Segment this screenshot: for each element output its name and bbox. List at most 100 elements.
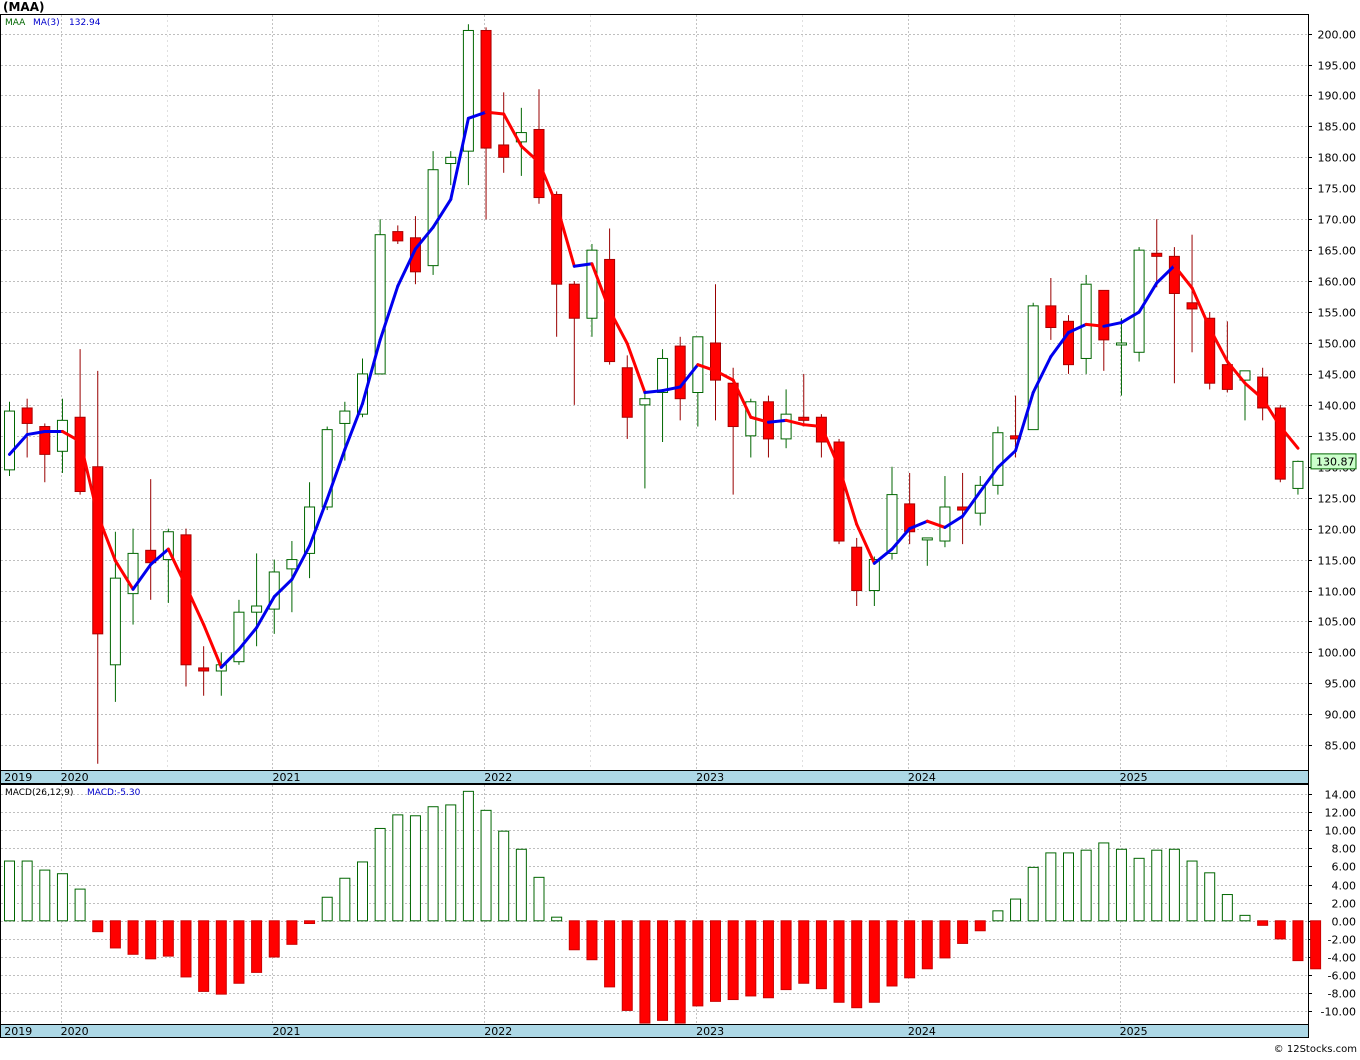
macd-bar-positive — [551, 916, 563, 922]
price-tick-label: 200.00 — [1318, 29, 1357, 42]
ma3-segment — [8, 433, 29, 456]
ma3-segment — [308, 497, 329, 548]
price-tick-label: 120.00 — [1318, 524, 1357, 537]
candle-body-down — [39, 426, 51, 455]
candle — [551, 191, 563, 337]
candle-body-up — [445, 156, 457, 165]
price-tick-label: 140.00 — [1318, 400, 1357, 413]
candle — [1115, 318, 1127, 396]
macd-bar-positive — [339, 877, 351, 922]
candle-body-down — [1221, 364, 1233, 390]
candle-body-up — [921, 537, 933, 541]
price-grid — [1, 15, 1308, 770]
candle-body-down — [1063, 320, 1074, 366]
ma3-segment — [943, 514, 965, 529]
price-tick-label: 180.00 — [1318, 152, 1357, 165]
candle — [1168, 247, 1180, 384]
ma3-segment — [1084, 322, 1106, 328]
ma3-segment — [625, 342, 647, 394]
candle — [621, 355, 633, 439]
candle-body-down — [409, 237, 421, 273]
macd-bar-negative — [1292, 920, 1304, 962]
ma3-segment — [925, 519, 947, 529]
candle — [445, 151, 457, 186]
candle — [92, 370, 104, 764]
macd-bar-positive — [445, 804, 457, 922]
macd-bar-positive — [427, 806, 439, 922]
candle — [1045, 278, 1057, 340]
year-label: 2020 — [61, 1025, 89, 1038]
legend-ma-label: MA(3) — [33, 18, 60, 28]
year-label: 2021 — [272, 771, 300, 784]
candle — [74, 349, 86, 495]
candle — [1027, 302, 1039, 431]
ma3-segment — [855, 522, 876, 565]
macd-bar-negative — [286, 920, 298, 945]
macd-bar-negative — [780, 920, 792, 991]
candle — [1063, 315, 1074, 374]
year-label: 2023 — [696, 771, 724, 784]
candle-body-down — [551, 193, 563, 285]
macd-bar-negative — [815, 920, 827, 990]
macd-bar-positive — [462, 790, 474, 922]
candle-body-up — [357, 373, 368, 415]
candle — [1274, 404, 1286, 483]
macd-bar-positive — [533, 876, 545, 922]
macd-bar-negative — [692, 920, 704, 1007]
macd-bar-negative — [851, 920, 863, 1009]
candle-body-down — [1151, 252, 1163, 257]
candle — [904, 472, 916, 545]
macd-histogram — [4, 790, 1322, 1024]
candle — [886, 466, 898, 560]
price-tick-label: 145.00 — [1318, 369, 1357, 382]
macd-bar-positive — [1063, 852, 1074, 922]
candle — [480, 27, 492, 220]
candle — [374, 219, 386, 375]
candle-body-up — [780, 413, 792, 440]
macd-tick-label: 8.00 — [1332, 843, 1357, 856]
ma3-segment — [60, 429, 82, 443]
candle — [1098, 289, 1110, 371]
ma3-line — [8, 110, 1300, 669]
candle-body-up — [639, 398, 651, 406]
macd-bar-positive — [1204, 872, 1216, 922]
macd-tick-label: 2.00 — [1332, 898, 1357, 911]
macd-bar-positive — [1186, 860, 1198, 922]
macd-bar-positive — [515, 848, 527, 922]
candle-body-up — [127, 552, 139, 595]
candle-body-down — [74, 416, 86, 493]
ma3-segment — [1031, 355, 1053, 394]
candle-body-up — [1080, 283, 1092, 359]
ma3-segment — [149, 547, 170, 567]
price-tick-label: 185.00 — [1318, 121, 1357, 134]
price-tick-label: 175.00 — [1318, 183, 1357, 196]
candle — [21, 398, 33, 458]
price-y-axis: 85.00 90.00 95.00 100.00 105.00 110.00 115.00 1… — [1308, 29, 1356, 753]
macd-x-axis-band — [0, 1024, 1309, 1038]
candle — [39, 423, 51, 483]
ma3-segment — [1243, 381, 1265, 401]
candle-body-up — [1027, 305, 1039, 431]
year-label: 2019 — [4, 771, 32, 784]
candle — [162, 528, 174, 603]
macd-bar-negative — [92, 920, 104, 933]
candle-body-down — [674, 345, 686, 400]
ma3-segment — [661, 385, 682, 393]
ma3-segment — [837, 465, 859, 526]
candle-body-up — [251, 605, 263, 613]
macd-bar-negative — [1274, 920, 1286, 940]
macd-bar-positive — [1098, 842, 1110, 922]
price-x-axis-band — [0, 770, 1309, 784]
year-label: 2023 — [696, 1025, 724, 1038]
macd-bar-positive — [4, 860, 15, 922]
macd-bar-negative — [1257, 920, 1269, 926]
candlestick-series — [4, 24, 1304, 764]
price-tick-label: 90.00 — [1325, 709, 1357, 722]
year-label: 2022 — [484, 1025, 512, 1038]
macd-bar-negative — [833, 920, 845, 1003]
macd-tick-label: -4.00 — [1328, 952, 1356, 965]
candle-body-up — [886, 494, 898, 554]
candle-body-up — [162, 531, 174, 561]
candle — [710, 284, 721, 421]
price-tick-label: 125.00 — [1318, 493, 1357, 506]
